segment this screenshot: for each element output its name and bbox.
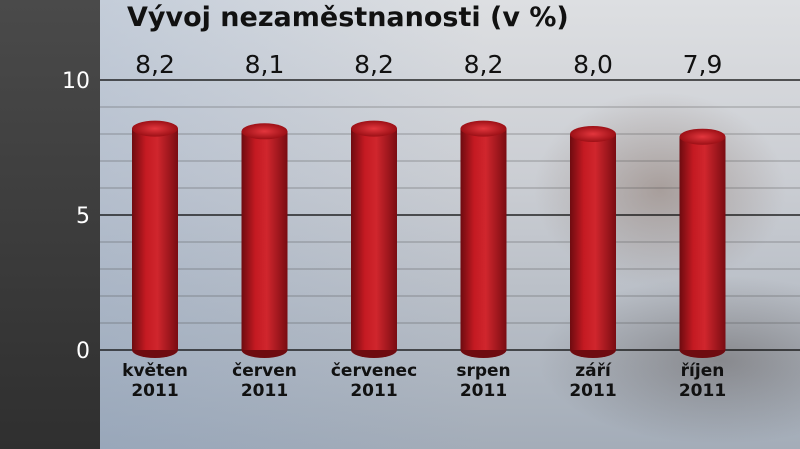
x-tick-label: říjen (681, 361, 725, 381)
bar-body (132, 128, 178, 350)
bar-top (679, 128, 726, 145)
bar-top (351, 120, 397, 137)
x-tick-label: 2011 (569, 381, 616, 401)
x-tick-label: 2011 (679, 381, 726, 401)
bar-body (241, 131, 288, 350)
bar (351, 120, 397, 358)
y-tick-label: 0 (76, 339, 90, 364)
left-panel (0, 0, 100, 449)
bar (241, 123, 288, 358)
bar-body (351, 128, 397, 350)
bar-top (241, 123, 288, 140)
y-tick-label: 10 (62, 69, 90, 94)
bar (132, 120, 178, 358)
data-label: 8,2 (135, 50, 175, 79)
x-tick-label: 2011 (131, 381, 178, 401)
bar-body (460, 128, 507, 350)
bar-top (460, 120, 507, 137)
bar-body (679, 136, 726, 350)
bar (570, 126, 616, 358)
x-tick-label: 2011 (241, 381, 288, 401)
y-tick-label: 5 (76, 204, 90, 229)
bar-top (132, 120, 178, 137)
bar-top (570, 126, 616, 142)
data-label: 8,2 (464, 50, 504, 79)
x-tick-label: 2011 (460, 381, 507, 401)
bar (679, 128, 726, 358)
x-tick-label: srpen (456, 361, 510, 381)
x-tick-label: červen (232, 361, 297, 381)
x-tick-label: květen (122, 361, 188, 381)
x-tick-label: 2011 (350, 381, 397, 401)
chart-title: Vývoj nezaměstnanosti (v %) (127, 2, 569, 33)
data-label: 8,1 (245, 50, 285, 79)
bar-body (570, 134, 616, 350)
x-tick-label: červenec (331, 361, 417, 381)
data-label: 8,0 (573, 50, 613, 79)
bar (460, 120, 507, 358)
data-label: 8,2 (354, 50, 394, 79)
x-tick-label: září (575, 361, 612, 381)
data-label: 7,9 (683, 50, 723, 79)
